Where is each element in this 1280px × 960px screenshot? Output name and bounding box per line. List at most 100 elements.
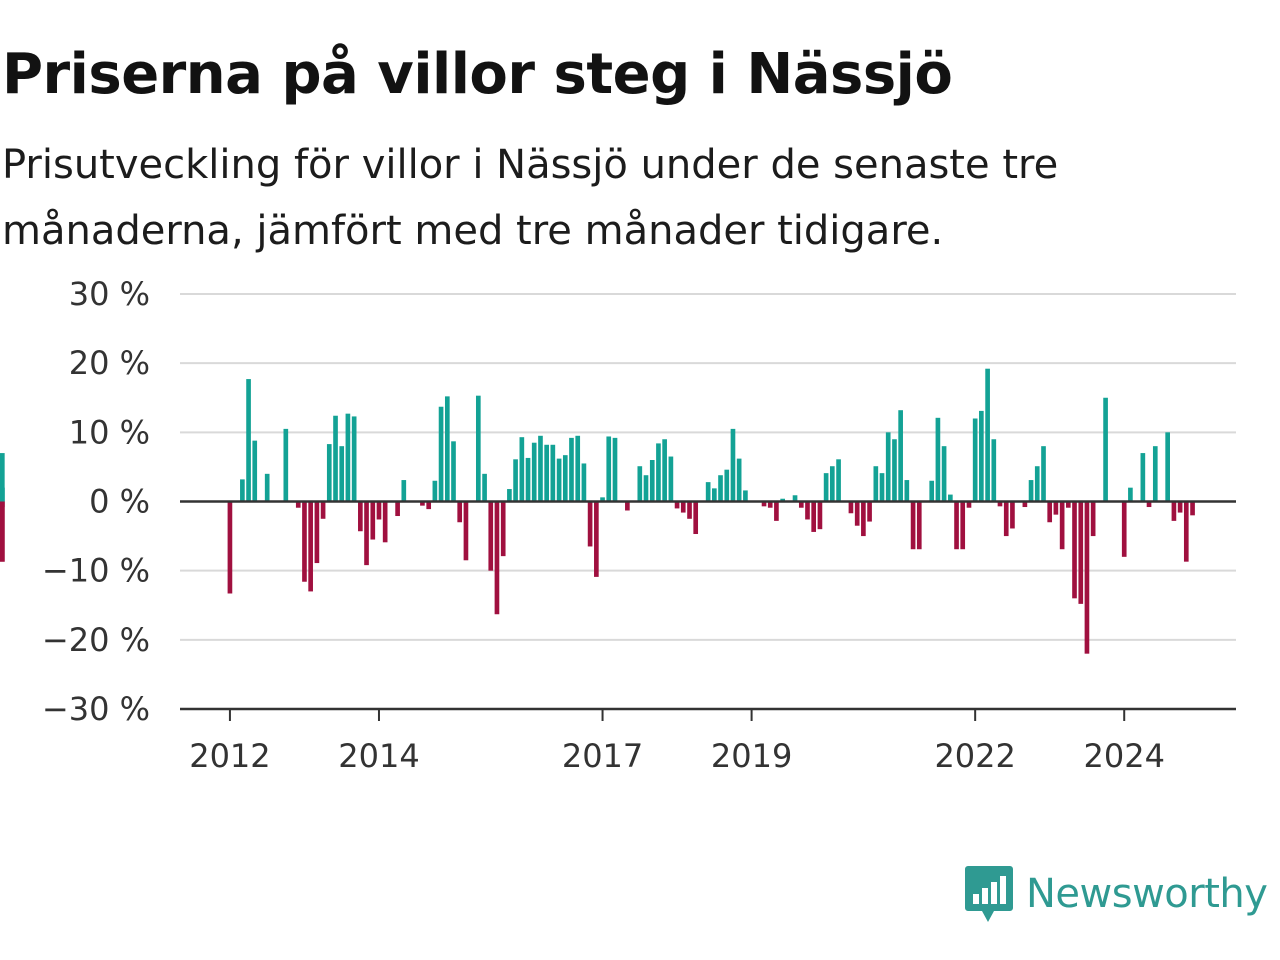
y-tick-label: −20 %	[42, 621, 150, 659]
bars	[0, 368, 1195, 654]
bar	[910, 501, 916, 550]
chart-title: Priserna på villor steg i Nässjö	[2, 42, 953, 107]
bar	[1084, 501, 1090, 654]
bar	[712, 488, 717, 502]
bar	[283, 428, 289, 502]
bar	[1047, 501, 1053, 523]
bar	[1034, 466, 1040, 502]
bar	[867, 501, 872, 522]
bar	[252, 440, 258, 502]
x-tick-label: 2019	[711, 737, 792, 775]
bar	[451, 441, 456, 502]
bar	[308, 501, 313, 592]
bar	[432, 480, 438, 502]
bar	[1177, 501, 1183, 513]
bar	[668, 456, 674, 502]
bar	[0, 501, 5, 508]
bar	[569, 437, 574, 502]
bar	[1183, 501, 1189, 562]
bar	[991, 439, 997, 502]
newsworthy-logo: Newsworthy	[964, 864, 1268, 924]
bar	[587, 501, 593, 547]
bar	[500, 501, 506, 557]
chart-subtitle: Prisutveckling för villor i Nässjö under…	[2, 142, 1059, 254]
bar	[954, 501, 959, 550]
bar	[333, 415, 338, 502]
y-tick-label: 0 %	[89, 483, 150, 521]
bar	[979, 410, 984, 502]
bar	[892, 439, 897, 502]
y-axis-labels: 30 % 20 % 10 % 0 % −10 % −20 % −30 %	[42, 275, 150, 728]
bar	[656, 443, 661, 502]
bar	[345, 413, 351, 502]
bar	[817, 501, 823, 530]
bar	[687, 501, 692, 519]
bar	[240, 479, 245, 502]
bar	[798, 501, 804, 508]
bar	[854, 501, 860, 526]
bar	[326, 444, 332, 502]
bar	[743, 490, 748, 502]
bar	[705, 482, 711, 502]
bar	[463, 501, 469, 561]
bar	[730, 428, 736, 502]
bar	[811, 501, 817, 532]
bar	[1003, 501, 1009, 537]
bar	[780, 498, 785, 502]
bar	[556, 458, 562, 502]
bar	[1028, 480, 1034, 502]
bar	[724, 469, 730, 502]
bar	[507, 489, 512, 502]
bar	[997, 501, 1003, 507]
bar	[320, 501, 326, 519]
bar	[351, 416, 357, 502]
x-tick-label: 2022	[934, 737, 1015, 775]
bar	[898, 410, 903, 502]
gridlines	[180, 293, 1236, 641]
bar	[1152, 446, 1158, 502]
y-tick-label: −10 %	[42, 552, 150, 590]
bar	[1022, 501, 1028, 508]
bar	[420, 501, 425, 506]
bar	[575, 435, 581, 502]
bar	[736, 458, 742, 502]
bar	[836, 459, 841, 502]
bar	[625, 501, 630, 511]
bar	[426, 501, 432, 510]
x-tick-label: 2012	[189, 737, 270, 775]
bar	[358, 501, 363, 532]
bar	[935, 417, 941, 502]
bar	[1059, 501, 1065, 550]
bar	[1128, 487, 1133, 502]
bar	[680, 501, 686, 513]
bar	[637, 466, 643, 502]
bar	[1165, 432, 1170, 502]
bar	[693, 501, 699, 535]
bar	[649, 460, 655, 502]
bar	[513, 459, 518, 502]
bar	[761, 501, 767, 507]
bar	[1041, 446, 1046, 502]
bar	[1121, 501, 1127, 557]
x-tick-label: 2017	[562, 737, 643, 775]
bar	[960, 501, 966, 550]
bar	[792, 495, 798, 502]
bar	[444, 396, 450, 502]
bar	[227, 501, 233, 594]
bar	[0, 453, 5, 502]
y-tick-label: −30 %	[42, 690, 150, 728]
bar	[1053, 501, 1059, 515]
bar	[382, 501, 388, 543]
bar	[662, 439, 667, 502]
bar	[805, 501, 810, 520]
bar	[0, 501, 5, 562]
bar	[606, 436, 612, 502]
y-tick-label: 10 %	[69, 413, 150, 451]
bar	[718, 475, 723, 502]
bar	[848, 501, 854, 514]
bar	[519, 437, 525, 502]
bar	[581, 463, 587, 502]
y-tick-label: 20 %	[69, 344, 150, 382]
bar	[966, 501, 972, 508]
x-axis-labels: 2012 2014 2017 2019 2022 2024	[189, 709, 1165, 775]
